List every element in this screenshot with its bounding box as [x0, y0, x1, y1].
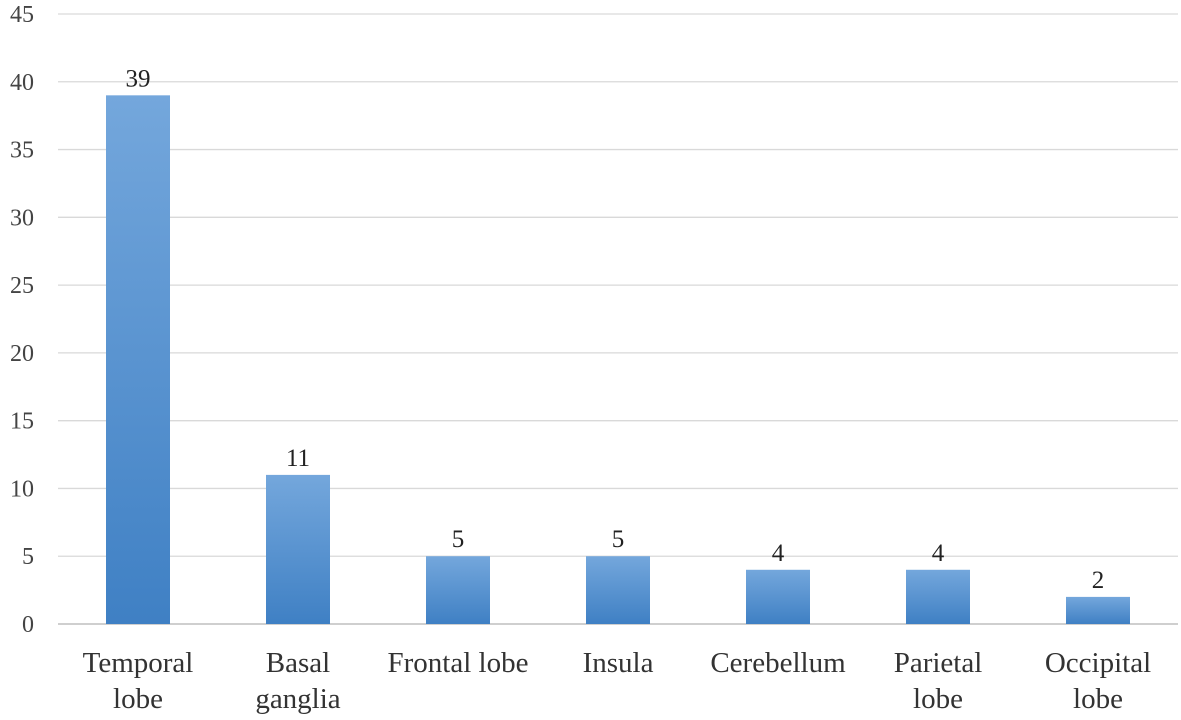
y-tick-label: 5 — [22, 544, 34, 570]
x-category-label: Insula — [583, 647, 654, 679]
y-tick-label: 0 — [22, 612, 34, 638]
y-axis-ticks: 0 5 10 15 20 25 30 35 40 45 — [10, 2, 34, 638]
x-category-label-line: Parietal — [894, 647, 983, 679]
bars — [106, 95, 1130, 625]
data-label: 11 — [286, 445, 310, 472]
gridlines — [58, 13, 1178, 625]
data-label: 4 — [772, 540, 785, 567]
x-category-label-line: Occipital — [1045, 647, 1151, 679]
data-label: 2 — [1092, 567, 1105, 594]
bar — [906, 569, 970, 624]
x-category-label-line: lobe — [113, 683, 163, 715]
y-tick-label: 45 — [10, 2, 34, 28]
bar — [746, 569, 810, 624]
x-category-label: Occipital lobe — [1045, 647, 1151, 715]
y-tick-label: 40 — [10, 70, 34, 96]
data-label: 4 — [932, 540, 945, 567]
x-category-label-line: ganglia — [255, 683, 340, 715]
data-label: 5 — [612, 526, 625, 553]
x-category-label-line: Frontal lobe — [388, 647, 529, 679]
bar — [266, 474, 330, 624]
y-tick-label: 25 — [10, 273, 34, 299]
y-tick-label: 20 — [10, 341, 34, 367]
y-tick-label: 15 — [10, 409, 34, 435]
bar — [106, 95, 170, 625]
x-category-label-line: Cerebellum — [710, 647, 846, 679]
x-category-label-line: lobe — [913, 683, 963, 715]
data-label: 5 — [452, 526, 465, 553]
x-category-label: Temporal lobe — [83, 647, 194, 715]
x-category-label-line: Basal — [266, 647, 330, 679]
x-axis-categories: Temporal lobe Basal ganglia Frontal lobe Insu… — [83, 647, 1152, 715]
data-label: 39 — [126, 65, 151, 92]
x-category-label-line: Insula — [583, 647, 654, 679]
x-category-label: Basal ganglia — [255, 647, 340, 715]
x-category-label-line: lobe — [1073, 683, 1123, 715]
y-tick-label: 30 — [10, 205, 34, 231]
bar — [586, 556, 650, 624]
x-category-label: Cerebellum — [710, 647, 846, 679]
x-category-label-line: Temporal — [83, 647, 194, 679]
x-category-label: Frontal lobe — [388, 647, 529, 679]
bar — [1066, 596, 1130, 624]
x-category-label: Parietal lobe — [894, 647, 983, 715]
y-tick-label: 35 — [10, 138, 34, 164]
bar — [426, 556, 490, 624]
data-labels: 39 11 5 5 4 4 2 — [126, 65, 1105, 594]
y-tick-label: 10 — [10, 476, 34, 502]
